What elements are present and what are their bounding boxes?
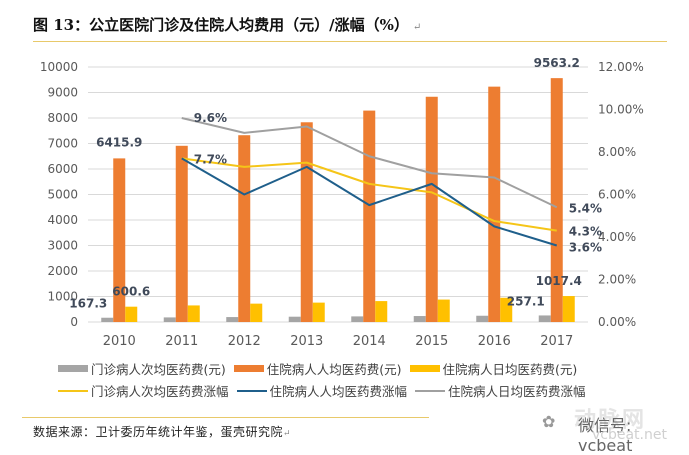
legend-item: 门诊病人次均医药费(元): [58, 359, 226, 378]
left-axis-tick-label: 6000: [47, 162, 78, 176]
left-axis-tick-label: 9000: [47, 86, 78, 100]
left-axis-tick-label: 4000: [47, 213, 78, 227]
legend-swatch-bar: [58, 365, 88, 372]
bar-0-2015: [414, 316, 426, 322]
data-label: 6415.9: [96, 135, 142, 149]
legend-swatch-line: [58, 390, 88, 392]
wechat-icon: ✿: [542, 412, 555, 431]
bar-2-2010: [125, 307, 137, 322]
bar-2-2014: [375, 301, 387, 322]
legend-row-bars: 门诊病人次均医药费(元) 住院病人人均医药费(元) 住院病人日均医药费(元): [58, 359, 585, 378]
legend-swatch-bar: [410, 365, 440, 372]
legend-label: 门诊病人次均医药费涨幅: [91, 381, 229, 400]
legend-label: 门诊病人次均医药费(元): [91, 359, 226, 378]
legend-swatch-line: [237, 390, 267, 392]
data-label: 3.6%: [569, 241, 602, 255]
bar-1-2013: [301, 122, 313, 322]
x-axis-tick-label: 2017: [540, 334, 573, 349]
data-label: 167.3: [69, 297, 107, 311]
bar-0-2016: [476, 316, 488, 322]
legend-item: 住院病人日均医药费涨幅: [415, 381, 586, 400]
gridlines: [88, 67, 588, 322]
bars: [101, 78, 575, 322]
right-axis-tick-label: 2.00%: [598, 273, 636, 287]
bar-1-2012: [238, 135, 250, 322]
watermark: 动脉网 ✿ 微信号: vcbeat vcbeat.net: [534, 402, 684, 446]
legend-label: 住院病人日均医药费(元): [443, 359, 578, 378]
bar-2-2012: [250, 304, 262, 322]
data-label: 7.7%: [194, 152, 227, 166]
right-axis-ticks: 0.00% 2.00% 4.00% 6.00% 8.00% 10.00% 12.00%: [598, 60, 644, 329]
bar-0-2011: [164, 317, 176, 322]
bar-1-2016: [488, 87, 500, 322]
bar-0-2012: [226, 317, 238, 322]
bar-1-2014: [363, 111, 375, 322]
data-label: 9.6%: [194, 111, 227, 125]
data-source: 数据来源：卫计委历年统计年鉴，蛋壳研究院↵: [33, 423, 291, 440]
source-divider: [22, 417, 429, 418]
data-source-text: 数据来源：卫计委历年统计年鉴，蛋壳研究院: [33, 425, 283, 439]
return-mark-icon: ↵: [283, 429, 291, 439]
legend-swatch-line: [415, 390, 445, 392]
chart: 0100020003000400050006000700080009000100…: [0, 0, 689, 360]
x-axis-tick-label: 2015: [415, 334, 448, 349]
bar-2-2015: [438, 300, 450, 322]
x-axis-tick-label: 2012: [228, 334, 261, 349]
right-axis-tick-label: 4.00%: [598, 230, 636, 244]
watermark-site: vcbeat.net: [592, 427, 667, 443]
left-axis-ticks: 0100020003000400050006000700080009000100…: [40, 60, 78, 329]
legend-item: 门诊病人次均医药费涨幅: [58, 381, 229, 400]
right-axis-tick-label: 12.00%: [598, 60, 644, 74]
left-axis-tick-label: 7000: [47, 137, 78, 151]
bar-2-2011: [188, 305, 200, 322]
right-axis-tick-label: 8.00%: [598, 145, 636, 159]
bar-2-2013: [313, 303, 325, 322]
bar-0-2017: [539, 315, 551, 322]
left-axis-tick-label: 0: [70, 315, 78, 329]
bar-1-2011: [176, 146, 188, 322]
x-axis-ticks: 2010 2011 2012 2013 2014 2015 2016 2017: [103, 334, 574, 349]
x-axis-tick-label: 2011: [165, 334, 198, 349]
bar-0-2010: [101, 318, 113, 322]
x-axis-tick-label: 2016: [478, 334, 511, 349]
right-axis-tick-label: 6.00%: [598, 188, 636, 202]
bar-2-2017: [563, 296, 575, 322]
bar-0-2013: [289, 317, 301, 322]
legend-label: 住院病人人均医药费(元): [267, 359, 402, 378]
left-axis-tick-label: 3000: [47, 239, 78, 253]
legend-item: 住院病人日均医药费(元): [410, 359, 578, 378]
data-label: 9563.2: [534, 56, 580, 70]
legend-label: 住院病人人均医药费涨幅: [270, 381, 408, 400]
left-axis-tick-label: 5000: [47, 188, 78, 202]
data-label: 4.3%: [569, 225, 602, 239]
data-label: 257.1: [507, 294, 545, 308]
data-label: 600.6: [112, 285, 150, 299]
x-axis-tick-label: 2010: [103, 334, 136, 349]
x-axis-tick-label: 2014: [353, 334, 386, 349]
data-label: 5.4%: [569, 201, 602, 215]
right-axis-tick-label: 10.00%: [598, 103, 644, 117]
left-axis-tick-label: 2000: [47, 264, 78, 278]
legend-row-lines: 门诊病人次均医药费涨幅 住院病人人均医药费涨幅 住院病人日均医药费涨幅: [58, 381, 594, 400]
legend-label: 住院病人日均医药费涨幅: [448, 381, 586, 400]
legend-item: 住院病人人均医药费(元): [234, 359, 402, 378]
bar-1-2015: [426, 97, 438, 322]
legend-item: 住院病人人均医药费涨幅: [237, 381, 408, 400]
right-axis-tick-label: 0.00%: [598, 315, 636, 329]
left-axis-tick-label: 10000: [40, 60, 78, 74]
legend-swatch-bar: [234, 365, 264, 372]
bar-0-2014: [351, 316, 363, 322]
left-axis-tick-label: 8000: [47, 111, 78, 125]
data-label: 1017.4: [536, 274, 582, 288]
x-axis-tick-label: 2013: [290, 334, 323, 349]
